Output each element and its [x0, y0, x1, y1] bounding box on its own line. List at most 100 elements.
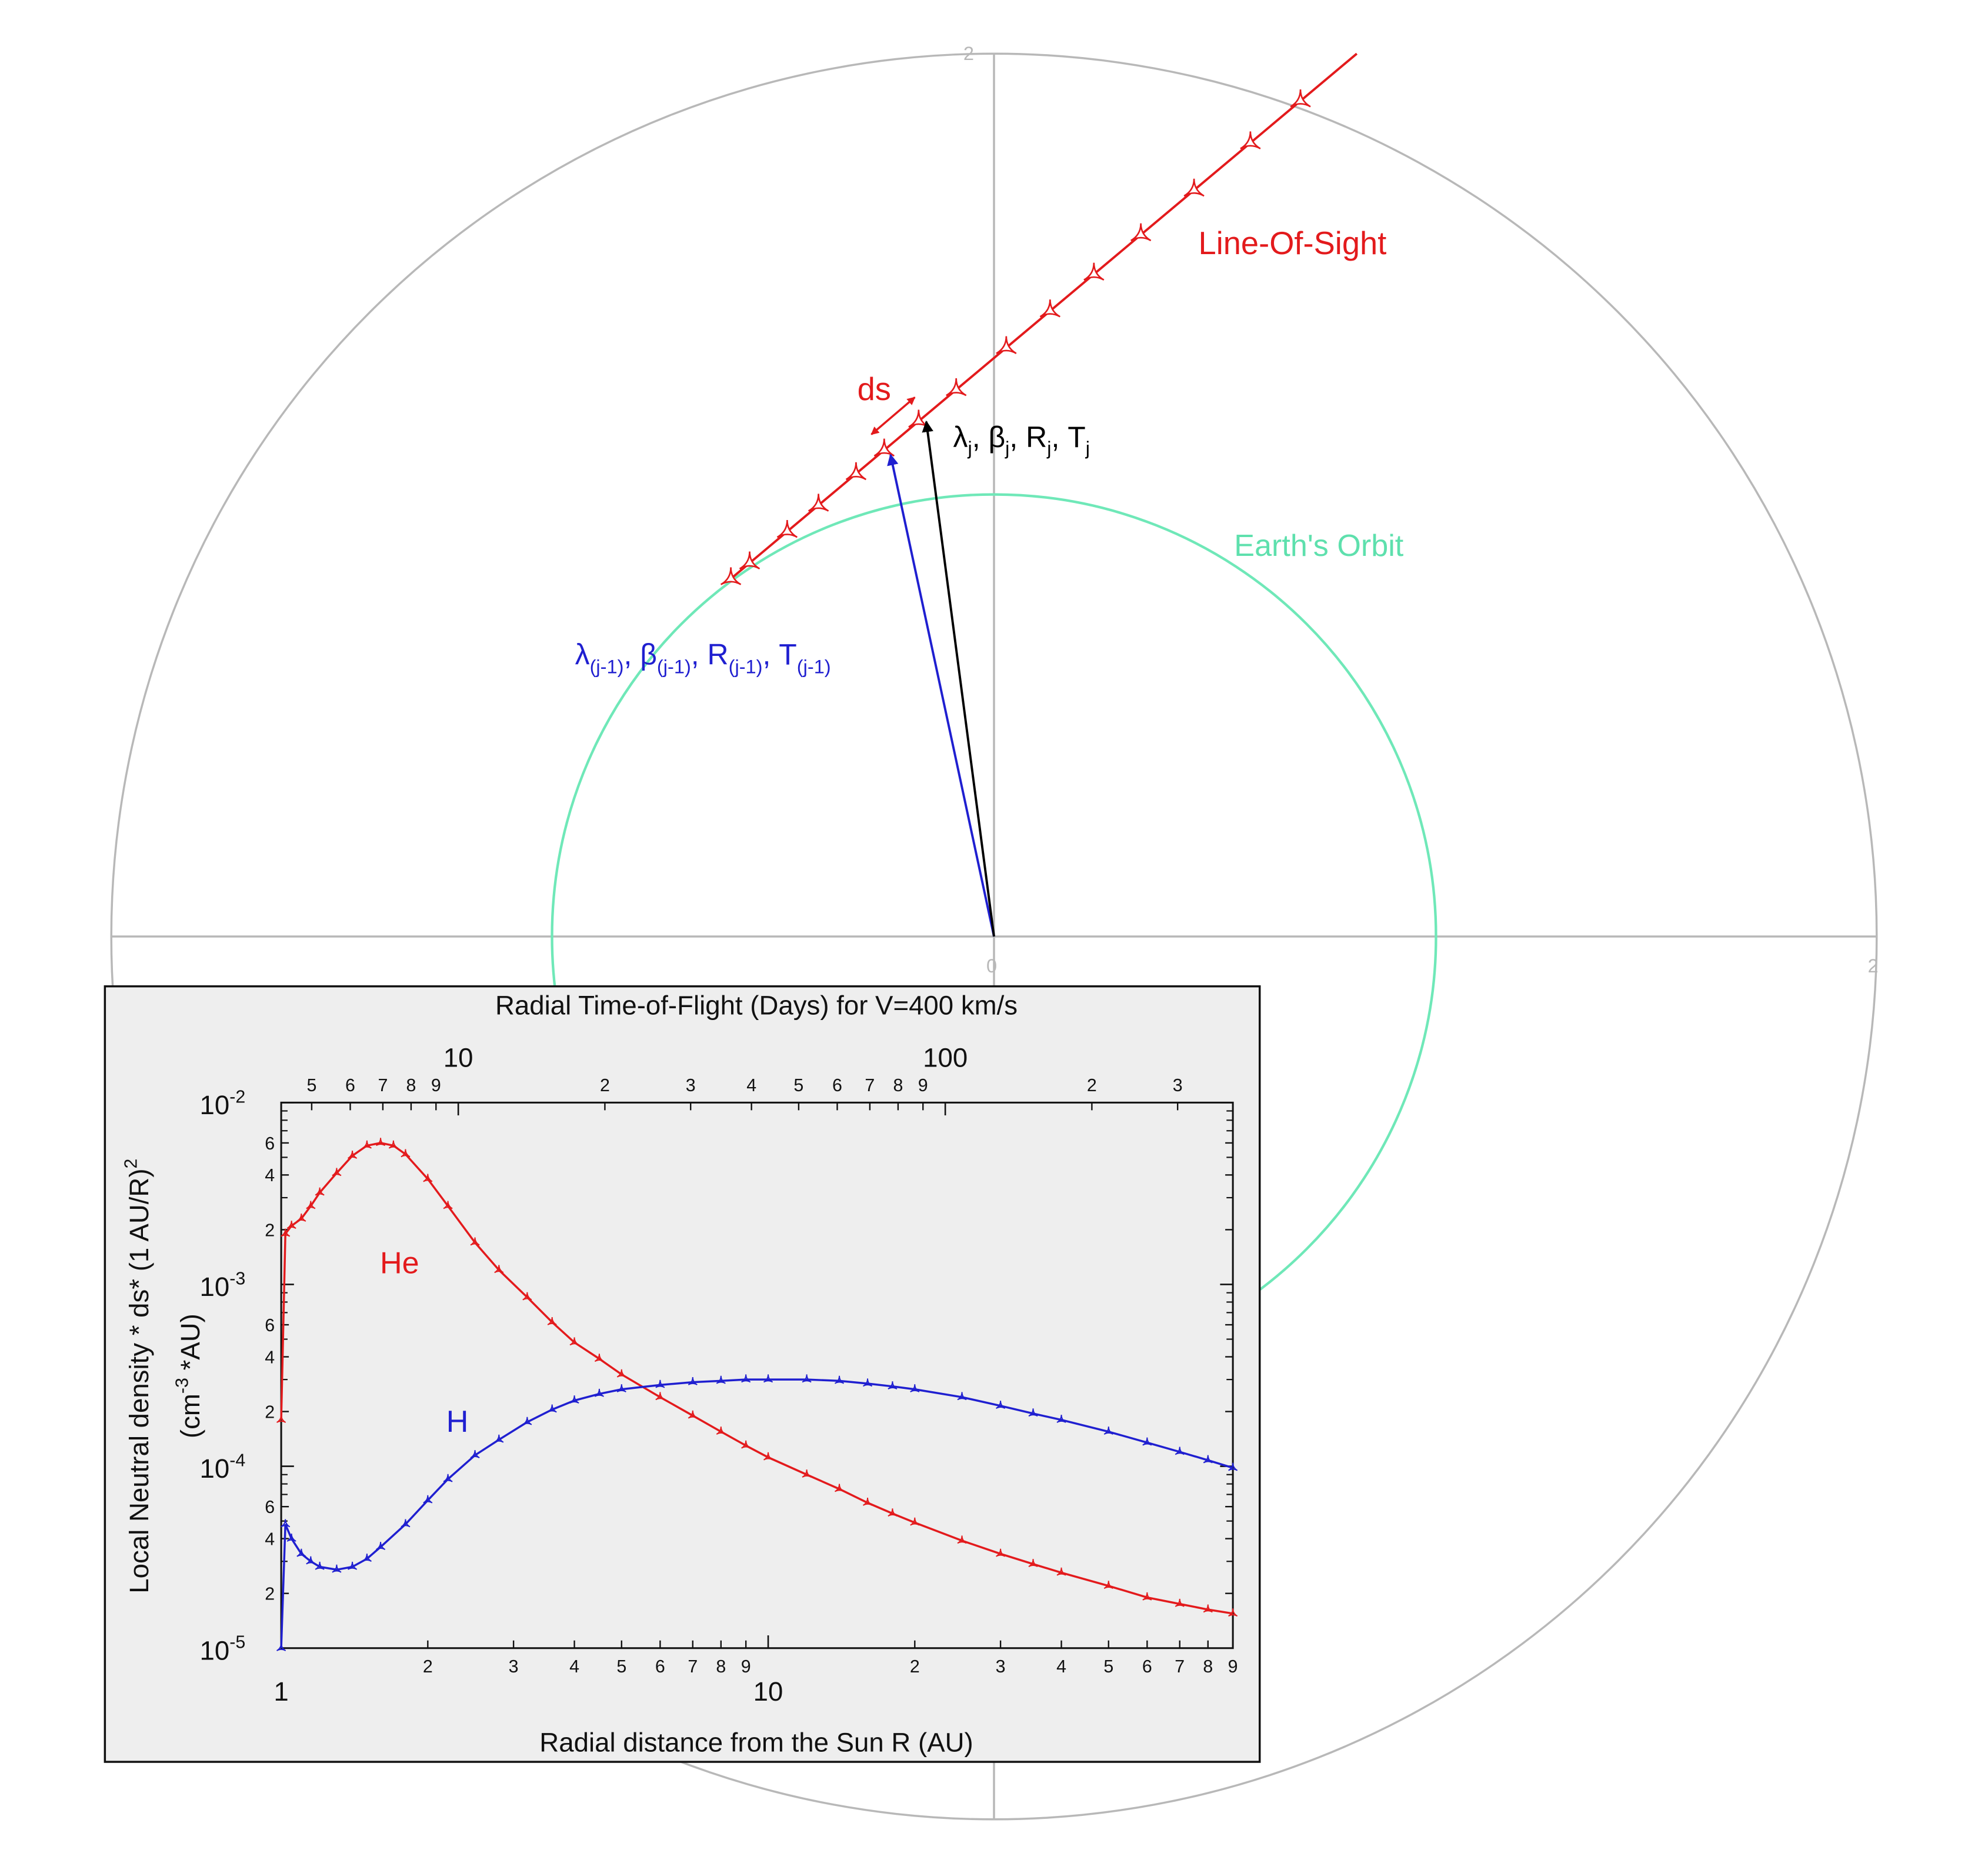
top-major-tick-label-1: 100: [923, 1043, 968, 1073]
x-minor-tick-label-3: 5: [616, 1657, 626, 1677]
series-point-H-19: [616, 1384, 626, 1392]
series-point-H-16: [547, 1404, 557, 1413]
series-point-H-17: [569, 1395, 579, 1404]
series-point-He-22: [688, 1410, 698, 1419]
series-point-H-2: [286, 1533, 296, 1542]
series-line-H: [280, 1378, 1233, 1648]
y-axis-title: Local Neutral density * ds* (1 AU/R)2: [121, 1159, 155, 1594]
series-point-H-5: [315, 1561, 325, 1570]
series-point-He-23: [716, 1427, 726, 1435]
earth-orbit-label: Earth's Orbit: [1234, 529, 1403, 563]
los-sample-marker-4: [845, 462, 867, 481]
top-minor-tick-label-13: 2: [1087, 1075, 1097, 1095]
series-point-He-29: [888, 1508, 898, 1517]
series-point-H-24: [763, 1374, 773, 1383]
y-minor-tick-label-1: 4: [265, 1165, 275, 1185]
top-minor-tick-label-9: 6: [832, 1075, 842, 1095]
y-minor-tick-label-3: 6: [265, 1315, 275, 1335]
x-minor-tick-label-6: 8: [716, 1657, 726, 1677]
top-minor-tick-label-7: 4: [746, 1075, 756, 1095]
x-minor-tick-label-11: 5: [1103, 1657, 1113, 1677]
inset-chart: Radial Time-of-Flight (Days) for V=400 k…: [104, 985, 1261, 1763]
y-minor-tick-label-6: 6: [265, 1497, 275, 1517]
series-point-H-1: [281, 1519, 291, 1528]
x-axis-title: Radial distance from the Sun R (AU): [539, 1728, 973, 1758]
series-line-He: [280, 1142, 1233, 1615]
top-major-tick-label-0: 10: [443, 1043, 473, 1073]
series-point-H-4: [306, 1556, 316, 1565]
x-minor-tick-label-5: 7: [688, 1657, 698, 1677]
series-point-He-28: [862, 1497, 873, 1506]
los-sample-marker-14: [1290, 89, 1311, 108]
x-minor-tick-label-14: 8: [1203, 1657, 1213, 1677]
series-point-H-15: [522, 1417, 532, 1425]
x-minor-tick-label-15: 9: [1228, 1657, 1238, 1677]
series-point-H-29: [910, 1384, 920, 1392]
series-point-H-21: [688, 1377, 698, 1385]
series-point-H-33: [1056, 1414, 1066, 1423]
top-minor-tick-label-6: 3: [686, 1075, 696, 1095]
line-of-sight-markers: [720, 89, 1311, 585]
top-minor-tick-label-2: 7: [378, 1075, 388, 1095]
series-point-H-9: [376, 1542, 386, 1550]
series-point-H-37: [1203, 1455, 1213, 1464]
y-major-tick-label-3: 10-5: [200, 1632, 246, 1666]
x-minor-tick-label-2: 4: [569, 1657, 579, 1677]
los-sample-marker-9: [1039, 299, 1061, 318]
x-minor-tick-label-13: 7: [1175, 1657, 1185, 1677]
series-point-He-3: [296, 1213, 306, 1222]
series-point-He-19: [594, 1354, 605, 1362]
current-position-vector: [922, 420, 995, 937]
series-point-H-27: [862, 1378, 873, 1387]
x-major-tick-label-1: 10: [753, 1677, 783, 1707]
ds-label: ds: [858, 371, 891, 407]
los-sample-marker-7: [946, 378, 967, 396]
series-point-H-10: [401, 1519, 411, 1528]
series-point-H-3: [296, 1548, 306, 1557]
top-minor-tick-label-12: 9: [918, 1075, 928, 1095]
series-point-He-24: [741, 1440, 751, 1449]
x-minor-tick-label-7: 9: [741, 1657, 751, 1677]
series-point-He-32: [996, 1548, 1006, 1557]
series-point-He-38: [1203, 1604, 1213, 1613]
los-sample-marker-5: [873, 438, 895, 457]
top-minor-tick-label-3: 8: [406, 1075, 416, 1095]
top-axis-tick-label: 2: [963, 43, 974, 64]
series-point-H-26: [834, 1375, 845, 1384]
x-minor-tick-label-0: 2: [423, 1657, 433, 1677]
los-sample-marker-12: [1183, 178, 1205, 197]
top-minor-tick-label-4: 9: [431, 1075, 441, 1095]
series-point-He-10: [388, 1140, 398, 1149]
current-point-label: λj, βj, Rj, Tj: [953, 421, 1089, 459]
x-minor-tick-label-9: 3: [996, 1657, 1006, 1677]
series-point-He-2: [286, 1221, 296, 1229]
series-point-H-23: [741, 1374, 751, 1383]
los-sample-marker-2: [776, 519, 798, 538]
x-minor-tick-label-12: 6: [1142, 1657, 1152, 1677]
y-axis-title-units: (cm-3 *AU): [172, 1314, 206, 1438]
series-point-He-14: [470, 1237, 480, 1246]
x-minor-tick-label-4: 6: [655, 1657, 665, 1677]
x-major-tick-label-0: 1: [273, 1677, 288, 1707]
series-label-H: H: [446, 1405, 469, 1439]
origin-tick-label: 0: [986, 955, 997, 977]
inset-panel: [104, 985, 1261, 1763]
series-point-H-13: [470, 1450, 480, 1459]
series-point-He-30: [910, 1517, 920, 1526]
los-sample-marker-11: [1130, 223, 1152, 242]
series-point-He-4: [306, 1201, 316, 1209]
series-point-H-7: [347, 1561, 358, 1570]
series-point-He-13: [443, 1201, 453, 1209]
top-minor-tick-label-0: 5: [306, 1075, 316, 1095]
previous-point-label: λ(j-1), β(j-1), R(j-1), T(j-1): [575, 638, 831, 677]
series-group: He H: [276, 1138, 1238, 1651]
series-point-He-5: [315, 1187, 325, 1196]
los-sample-marker-3: [808, 494, 829, 512]
series-point-He-9: [376, 1138, 386, 1147]
series-point-H-12: [443, 1474, 453, 1482]
series-point-He-17: [547, 1317, 557, 1325]
line-of-sight-label: Line-Of-Sight: [1199, 225, 1387, 261]
series-point-He-36: [1142, 1592, 1152, 1601]
series-point-He-37: [1175, 1598, 1185, 1607]
los-sample-marker-1: [739, 551, 760, 570]
